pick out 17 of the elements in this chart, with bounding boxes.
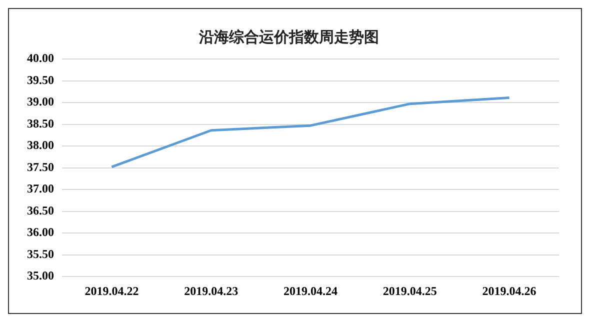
y-tick-label: 37.50 [27,160,54,174]
y-tick-label: 38.00 [27,138,54,152]
chart-title: 沿海综合运价指数周走势图 [198,28,379,46]
x-tick-label: 2019.04.23 [184,284,238,298]
y-tick-label: 35.00 [27,268,54,283]
y-tick-label: 35.50 [27,246,54,261]
y-tick-label: 39.50 [27,72,54,87]
y-tick-label: 36.50 [27,203,54,218]
y-tick-label: 40.00 [27,51,54,66]
y-tick-label: 38.50 [27,116,54,130]
x-tick-label: 2019.04.26 [482,284,536,298]
y-tick-label: 39.00 [27,94,54,109]
x-tick-label: 2019.04.24 [284,284,338,298]
x-tick-label: 2019.04.22 [84,284,139,298]
x-tick-label: 2019.04.25 [382,284,437,298]
y-tick-label: 37.00 [27,182,54,196]
y-tick-label: 36.00 [27,225,54,240]
